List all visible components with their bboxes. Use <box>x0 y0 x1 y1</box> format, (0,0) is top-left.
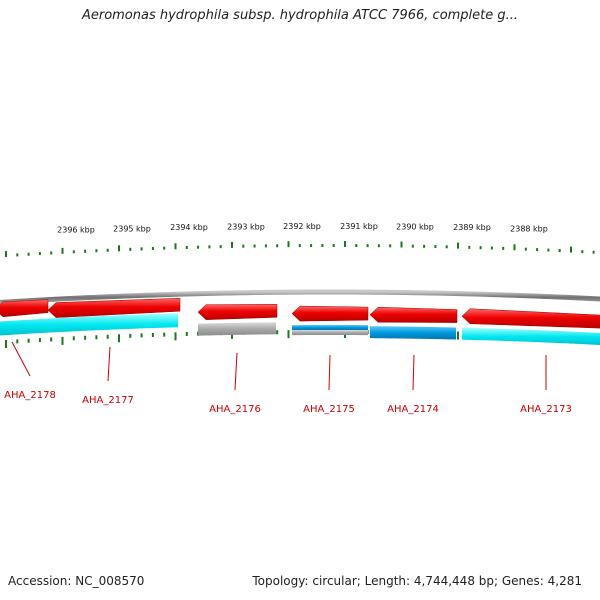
label-leader-lines <box>11 341 547 391</box>
cyan-track-segment <box>0 313 178 336</box>
gene-arrow-aha_2177[interactable] <box>47 297 181 318</box>
scale-label: 2391 kbp <box>340 222 378 231</box>
scale-label: 2396 kbp <box>57 226 95 235</box>
scale-label: 2389 kbp <box>453 223 491 232</box>
scale-label: 2392 kbp <box>283 222 321 231</box>
gene-arrow-aha_2178[interactable] <box>0 299 49 318</box>
gray-track-segment <box>198 322 276 336</box>
outer-tick-marks <box>5 241 595 258</box>
scale-label: 2388 kbp <box>510 224 548 233</box>
leader-line <box>412 354 415 391</box>
gene-arrow-aha_2174[interactable] <box>369 306 458 323</box>
accession-text: Accession: NC_008570 <box>8 574 145 588</box>
gene-label[interactable]: AHA_2173 <box>520 404 572 415</box>
gene-labels: AHA_2178 AHA_2177 AHA_2176 AHA_2175 AHA_2174… <box>4 390 572 415</box>
gray-track-segment <box>292 330 368 336</box>
leader-line <box>107 346 111 382</box>
scale-label: 2395 kbp <box>113 224 151 233</box>
gene-label[interactable]: AHA_2175 <box>303 404 355 415</box>
scale-labels: 2396 kbp 2395 kbp 2394 kbp 2393 kbp 2392 kbp… <box>57 222 548 235</box>
gene-arrow-aha_2175[interactable] <box>291 305 369 322</box>
gene-label[interactable]: AHA_2176 <box>209 404 261 415</box>
gene-arrow-aha_2173[interactable] <box>461 308 600 329</box>
gene-label[interactable]: AHA_2178 <box>4 390 56 401</box>
gene-label[interactable]: AHA_2177 <box>82 395 134 406</box>
scale-label: 2394 kbp <box>170 223 208 232</box>
cyan-track-segment <box>462 327 600 346</box>
gene-arrows <box>0 297 600 329</box>
gene-label[interactable]: AHA_2174 <box>387 404 439 415</box>
blue-track-segment <box>370 326 456 340</box>
genome-backbone <box>0 289 600 305</box>
gene-arrow-aha_2176[interactable] <box>197 304 278 320</box>
blue-track-segment <box>292 325 368 331</box>
scale-label: 2393 kbp <box>227 222 265 231</box>
feature-tracks <box>0 313 600 346</box>
map-title: Aeromonas hydrophila subsp. hydrophila A… <box>81 8 519 23</box>
leader-line <box>234 352 238 391</box>
scale-label: 2390 kbp <box>396 222 434 231</box>
genome-summary-text: Topology: circular; Length: 4,744,448 bp… <box>252 574 582 588</box>
leader-line <box>11 341 31 377</box>
leader-line <box>328 354 331 391</box>
